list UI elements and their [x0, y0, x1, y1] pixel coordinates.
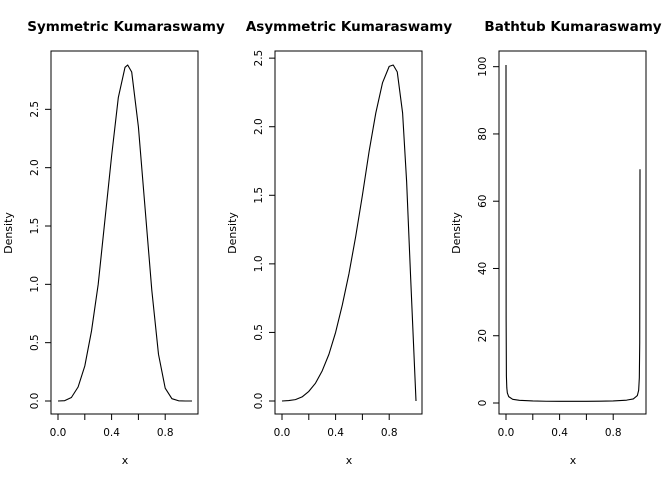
- y-tick-label: 1.5: [29, 218, 41, 235]
- y-axis-label: Density: [2, 212, 15, 254]
- y-tick-label: 2.5: [253, 50, 265, 67]
- y-axis-label: Density: [226, 212, 239, 254]
- panel-bathtub: Bathtub Kumaraswamy x Density 0.0 0.4 0.8 0…: [450, 19, 662, 467]
- x-tick-label: 0.8: [157, 427, 174, 439]
- y-tick-label: 0.0: [253, 393, 265, 410]
- y-tick-label: 2.5: [29, 101, 41, 118]
- plot-frame: [498, 50, 647, 415]
- y-tick-label: 0.5: [253, 324, 265, 341]
- x-axis-label: x: [570, 454, 577, 467]
- plot-frame: [50, 50, 199, 415]
- y-tick-label: 80: [477, 127, 489, 140]
- x-axis-label: x: [346, 454, 353, 467]
- density-curve: [505, 64, 641, 402]
- y-tick-label: 2.0: [253, 118, 265, 135]
- y-tick-label: 0: [477, 400, 489, 407]
- density-curve: [57, 64, 192, 402]
- chart-title: Asymmetric Kumaraswamy: [246, 19, 452, 35]
- plot-frame: [274, 50, 423, 415]
- y-tick-label: 1.5: [253, 187, 265, 204]
- x-axis-label: x: [122, 454, 129, 467]
- x-tick-label: 0.4: [103, 427, 120, 439]
- density-curve: [281, 64, 417, 402]
- x-tick-label: 0.4: [327, 427, 344, 439]
- y-tick-label: 1.0: [29, 276, 41, 293]
- x-tick-label: 0.0: [274, 427, 291, 439]
- y-tick-label: 1.0: [253, 256, 265, 273]
- y-tick-label: 20: [477, 329, 489, 342]
- x-tick-label: 0.0: [50, 427, 67, 439]
- x-tick-label: 0.4: [551, 427, 568, 439]
- panel-asymmetric: Asymmetric Kumaraswamy x Density 0.0 0.4 0…: [226, 19, 452, 467]
- y-axis-label: Density: [450, 212, 463, 254]
- x-tick-label: 0.8: [605, 427, 622, 439]
- y-tick-label: 100: [477, 57, 489, 77]
- chart-title: Symmetric Kumaraswamy: [27, 19, 225, 35]
- panel-symmetric: Symmetric Kumaraswamy x Density 0.0 0.4 0.…: [2, 19, 225, 467]
- chart-title: Bathtub Kumaraswamy: [484, 19, 661, 35]
- y-tick-label: 2.0: [29, 159, 41, 176]
- y-tick-label: 60: [477, 195, 489, 208]
- y-tick-label: 0.0: [29, 393, 41, 410]
- x-tick-label: 0.8: [381, 427, 398, 439]
- x-tick-label: 0.0: [498, 427, 515, 439]
- y-tick-label: 0.5: [29, 334, 41, 351]
- y-tick-label: 40: [477, 262, 489, 275]
